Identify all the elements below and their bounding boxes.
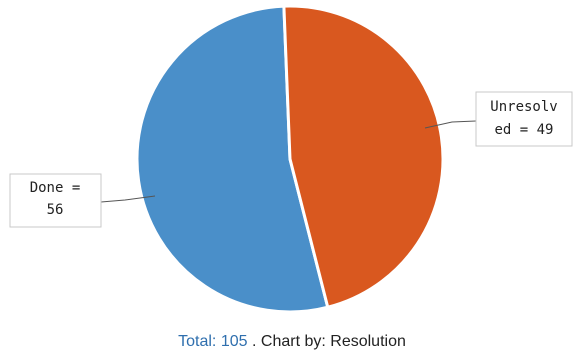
chart-footer: Total: 105 . Chart by: Resolution (0, 333, 584, 351)
label-done-line2: 56 (47, 202, 64, 218)
chart-by-label: Chart by: (260, 333, 326, 350)
footer-separator: . (251, 333, 257, 350)
pie-slice-unresolved[interactable] (282, 4, 445, 309)
label-box-done (9, 173, 102, 228)
leader-line-done (100, 195, 156, 203)
label-box-unresolved (475, 91, 573, 147)
label-unresolved-line1: Unresolv (490, 99, 557, 115)
slice-label-unresolved: Unresolv ed = 49 (424, 91, 573, 147)
total-label[interactable]: Total: (178, 333, 217, 350)
pie-slices (135, 4, 445, 314)
slice-label-done: Done = 56 (9, 173, 156, 228)
label-unresolved-line2: ed = 49 (494, 122, 553, 138)
total-value[interactable]: 105 (220, 333, 248, 350)
label-done-line1: Done = (30, 180, 81, 196)
chart-by-value: Resolution (330, 333, 406, 350)
pie-slice-done[interactable] (135, 4, 330, 314)
leader-line-unresolved (424, 120, 477, 129)
